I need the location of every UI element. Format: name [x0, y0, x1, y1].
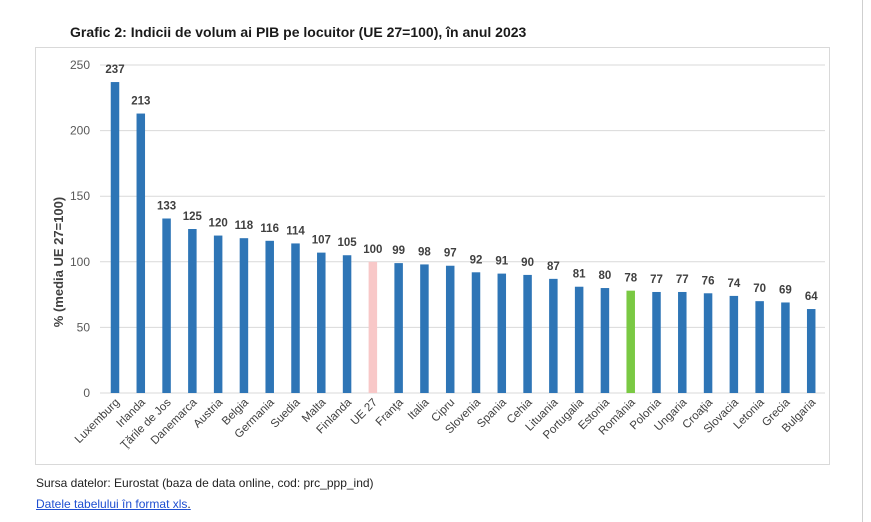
bar — [291, 243, 300, 393]
bar — [781, 302, 790, 393]
bar — [136, 113, 146, 393]
bar-value-label: 70 — [753, 283, 766, 295]
bar — [652, 291, 661, 393]
y-tick-label: 0 — [83, 386, 90, 400]
bar-value-label: 77 — [650, 274, 663, 286]
chart-title: Grafic 2: Indicii de volum ai PIB pe loc… — [70, 24, 527, 40]
bar-value-label: 90 — [521, 257, 534, 269]
bar — [265, 240, 274, 393]
bar-value-label: 76 — [702, 275, 715, 287]
bar — [317, 252, 326, 393]
bar — [678, 291, 687, 393]
y-tick-label: 50 — [77, 320, 91, 334]
bar — [600, 288, 610, 393]
bar-value-label: 97 — [444, 248, 457, 260]
bar-value-label: 98 — [418, 246, 431, 258]
bar-value-label: 107 — [312, 235, 331, 247]
x-category-label: Suedia — [269, 396, 303, 430]
y-tick-label: 150 — [70, 189, 90, 203]
bar — [806, 309, 816, 393]
bar-value-label: 74 — [727, 278, 740, 290]
bar-value-label: 213 — [131, 96, 150, 108]
bar — [342, 255, 352, 393]
bar-value-label: 125 — [183, 211, 203, 223]
y-axis-label: % (media UE 27=100) — [51, 197, 66, 327]
bar — [239, 238, 249, 393]
bar-value-label: 133 — [157, 201, 176, 213]
bar-value-label: 64 — [805, 291, 818, 303]
bar — [110, 82, 120, 393]
x-category-label: Italia — [406, 396, 432, 422]
x-category-label: Austria — [191, 396, 225, 430]
bar — [213, 235, 223, 393]
bar-value-label: 77 — [676, 274, 689, 286]
bars — [110, 82, 816, 393]
bar-value-label: 69 — [779, 284, 792, 296]
bar — [497, 273, 507, 393]
bar-value-label: 237 — [105, 64, 124, 76]
bar-value-label: 118 — [235, 220, 254, 232]
y-axis-ticks: 0 50 100 150 200 250 — [70, 58, 90, 400]
bar-value-label: 87 — [547, 261, 560, 273]
value-labels: 237 213 133 125 120 118 116 114 107 105 100 99 98 97 9… — [105, 64, 818, 303]
bar — [368, 261, 378, 393]
x-category-label: Franţa — [374, 396, 406, 428]
y-tick-label: 200 — [70, 124, 90, 138]
download-xls-link-text[interactable]: Datele tabelului în format xls — [36, 497, 188, 511]
page-edge-rule — [862, 0, 863, 522]
bar-value-label: 92 — [470, 254, 483, 266]
bar — [626, 290, 635, 393]
bar — [755, 301, 764, 393]
bar — [420, 264, 429, 393]
y-tick-label: 100 — [70, 255, 90, 269]
bar-value-label: 114 — [286, 225, 305, 237]
bar-value-label: 120 — [209, 218, 228, 230]
bar-value-label: 116 — [260, 223, 279, 235]
bar — [394, 263, 403, 393]
bar-value-label: 99 — [392, 245, 405, 257]
bar — [574, 286, 584, 393]
bar — [188, 229, 197, 393]
bar-value-label: 100 — [363, 244, 382, 256]
bar — [445, 265, 455, 393]
bar — [523, 274, 532, 393]
source-note: Sursa datelor: Eurostat (baza de data on… — [36, 476, 374, 490]
y-tick-label: 250 — [70, 58, 90, 72]
download-xls-link[interactable]: Datele tabelului în format xls. — [36, 497, 191, 511]
bar-value-label: 81 — [573, 269, 586, 281]
bar — [162, 218, 171, 393]
bar — [729, 295, 739, 393]
bar-value-label: 91 — [495, 256, 508, 268]
chart-frame — [35, 47, 830, 465]
bar — [471, 272, 481, 393]
bar-value-label: 80 — [599, 270, 612, 282]
x-category-label: Spania — [475, 396, 509, 430]
link-suffix: . — [187, 497, 191, 511]
bar — [703, 293, 713, 393]
bar-value-label: 78 — [624, 273, 637, 285]
bar-value-label: 105 — [337, 237, 357, 249]
bar — [549, 278, 558, 393]
